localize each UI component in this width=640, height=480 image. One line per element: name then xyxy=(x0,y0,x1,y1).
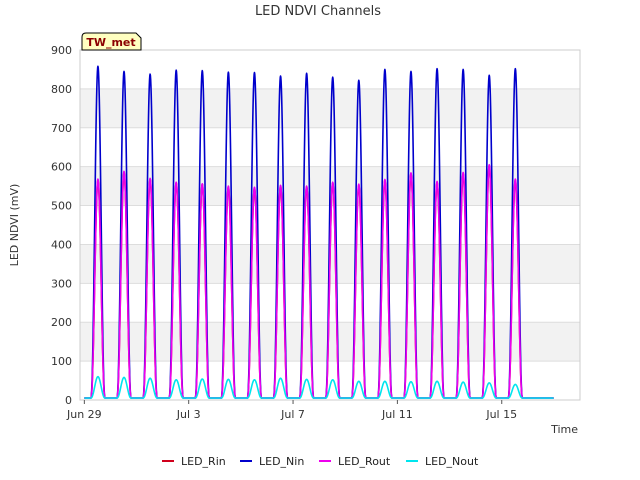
x-tick-label: Jun 29 xyxy=(66,408,102,421)
legend-label-LED_Rin: LED_Rin xyxy=(181,455,226,468)
plot-band xyxy=(80,322,580,362)
plot-band xyxy=(80,50,580,89)
y-tick-label: 600 xyxy=(51,161,72,174)
y-tick-label: 0 xyxy=(65,394,72,407)
legend: LED_Rin LED_Nin LED_Rout LED_Nout xyxy=(162,455,479,468)
y-tick-label: 400 xyxy=(51,238,72,251)
station-badge-label: TW_met xyxy=(86,36,135,49)
series-lines xyxy=(83,65,555,399)
x-axis-title: Time xyxy=(550,423,578,436)
x-tick-label: Jul 3 xyxy=(176,408,201,421)
plot-band xyxy=(80,88,580,128)
y-axis-title: LED NDVI (mV) xyxy=(8,184,21,267)
y-tick-label: 800 xyxy=(51,83,72,96)
legend-label-LED_Nout: LED_Nout xyxy=(425,455,479,468)
plot-area xyxy=(79,49,581,401)
x-tick-label: Jul 11 xyxy=(381,408,413,421)
y-tick-label: 200 xyxy=(51,316,72,329)
x-tick-label: Jul 15 xyxy=(485,408,517,421)
y-tick-label: 300 xyxy=(51,277,72,290)
x-axis-ticks: Jun 29 Jul 3 Jul 7 Jul 11 Jul 15 xyxy=(66,400,517,421)
legend-label-LED_Nin: LED_Nin xyxy=(259,455,304,468)
y-tick-label: 900 xyxy=(51,44,72,57)
plot-band xyxy=(80,361,580,400)
y-tick-label: 500 xyxy=(51,200,72,213)
series-line-LED_Nout xyxy=(83,375,555,399)
y-tick-label: 100 xyxy=(51,355,72,368)
legend-label-LED_Rout: LED_Rout xyxy=(338,455,391,468)
x-tick-label: Jul 7 xyxy=(280,408,305,421)
chart-title: LED NDVI Channels xyxy=(255,4,381,19)
station-badge: TW_met xyxy=(81,32,142,51)
y-tick-label: 700 xyxy=(51,122,72,135)
y-axis-ticks: 0 100 200 300 400 500 600 700 800 900 xyxy=(51,44,72,407)
